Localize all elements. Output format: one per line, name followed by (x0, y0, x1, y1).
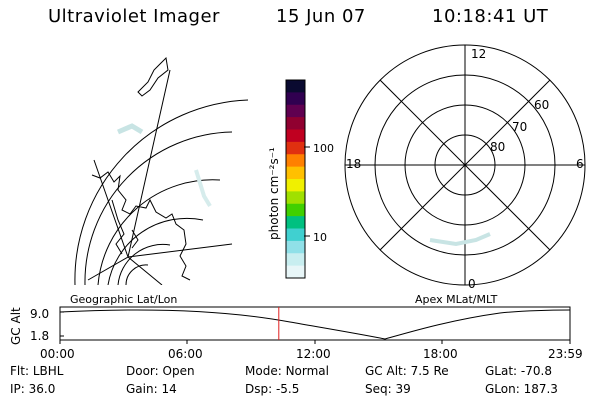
colorbar-swatch (286, 216, 305, 230)
geo-lat-circle (74, 99, 249, 285)
info-field: Dsp: -5.5 (245, 382, 299, 396)
info-field: GC Alt: 7.5 Re (365, 364, 449, 378)
geo-lat-circle (125, 264, 149, 285)
coastline (111, 199, 125, 255)
geo-lat-circle (107, 217, 204, 285)
info-value: 39 (395, 382, 411, 396)
info-label: Flt: (10, 364, 33, 378)
geo-lat-circle (84, 131, 233, 285)
geo-lat-circle (97, 179, 221, 285)
timeline-xtick: 06:00 (168, 347, 203, 361)
info-label: Gain: (126, 382, 162, 396)
colorbar-swatch (286, 179, 305, 192)
aurora-patch (117, 123, 144, 135)
timeline-xtick: 00:00 (40, 347, 75, 361)
info-value: Normal (285, 364, 329, 378)
info-label: GC Alt: (365, 364, 411, 378)
timeline-plot (59, 306, 571, 344)
info-field: Seq: 39 (365, 382, 411, 396)
colorbar-swatch (286, 104, 305, 118)
timeline-xtick: 12:00 (296, 347, 331, 361)
info-value: 7.5 Re (410, 364, 449, 378)
info-label: IP: (10, 382, 29, 396)
time-label: 10:18:41 UT (432, 6, 549, 27)
colorbar-swatch (286, 203, 305, 217)
info-label: Mode: (245, 364, 286, 378)
info-label: GLat: (485, 364, 521, 378)
info-field: GLon: 187.3 (485, 382, 558, 396)
info-value: 14 (161, 382, 177, 396)
timeline-ytick-1-8: 1.8 (30, 329, 49, 343)
info-field: Mode: Normal (245, 364, 329, 378)
geo-panel-label: Geographic Lat/Lon (70, 293, 177, 306)
mlt-diag (379, 79, 551, 251)
app-title: Ultraviolet Imager (48, 6, 220, 27)
colorbar-tick-10: 10 (313, 231, 327, 244)
info-label: Door: (126, 364, 163, 378)
info-value: Open (162, 364, 195, 378)
info-field: IP: 36.0 (10, 382, 55, 396)
aurora-patch (194, 169, 212, 208)
colorbar-swatch (286, 166, 305, 180)
coastline (137, 56, 169, 97)
colorbar-swatch (286, 191, 305, 205)
info-value: -5.5 (275, 382, 300, 396)
colorbar-ticks (304, 146, 310, 237)
coastline (131, 229, 139, 249)
colorbar-swatch (286, 80, 305, 93)
info-value: LBHL (32, 364, 64, 378)
aurora-patch (429, 232, 491, 247)
mlat-label-80: 80 (490, 140, 505, 154)
mag-panel-label: Apex MLat/MLT (415, 293, 498, 306)
colorbar-unit-label: photon cm⁻²s⁻¹ (267, 147, 281, 240)
colorbar-swatch (286, 141, 305, 155)
timeline-ylabel: GC Alt (9, 307, 23, 345)
info-field: GLat: -70.8 (485, 364, 552, 378)
date-label: 15 Jun 07 (276, 6, 366, 27)
colorbar-tick-100: 100 (313, 142, 334, 155)
mlat-label-70: 70 (512, 120, 527, 134)
mlt-label-18: 18 (346, 157, 361, 171)
timeline-xtick: 18:00 (423, 347, 458, 361)
colorbar-swatch (286, 253, 305, 267)
mlat-label-60: 60 (534, 98, 549, 112)
polar-grid (344, 44, 586, 286)
timeline-frame (59, 306, 571, 341)
colorbar-swatch (286, 265, 305, 279)
colorbar (285, 79, 306, 279)
mlt-label-0: 0 (468, 277, 476, 291)
colorbar-swatch (286, 240, 305, 254)
geo-lat-circle (117, 243, 171, 285)
colorbar-frame (285, 79, 306, 279)
altitude-curve (59, 309, 571, 340)
info-value: 187.3 (523, 382, 558, 396)
colorbar-swatch (286, 129, 305, 143)
geo-meridian (87, 256, 129, 281)
geo-meridian (93, 159, 129, 258)
geographic-map (74, 56, 249, 285)
info-label: Seq: (365, 382, 396, 396)
coastline (91, 171, 191, 281)
colorbar-swatch (286, 228, 305, 242)
geo-meridian (127, 256, 163, 285)
info-label: Dsp: (245, 382, 276, 396)
geo-meridian (127, 69, 171, 258)
colorbar-swatch (286, 117, 305, 131)
info-value: -70.8 (520, 364, 552, 378)
info-field: Flt: LBHL (10, 364, 63, 378)
colorbar-swatch (286, 92, 305, 106)
info-value: 36.0 (28, 382, 56, 396)
info-label: GLon: (485, 382, 524, 396)
info-field: Door: Open (126, 364, 195, 378)
timeline-xtick: 23:59 (548, 347, 583, 361)
colorbar-swatch (286, 154, 305, 168)
info-field: Gain: 14 (126, 382, 177, 396)
timeline-ytick-9: 9.0 (30, 307, 49, 321)
geo-meridian (127, 243, 233, 258)
mlt-label-12: 12 (471, 47, 486, 61)
mlt-label-6: 6 (576, 157, 584, 171)
